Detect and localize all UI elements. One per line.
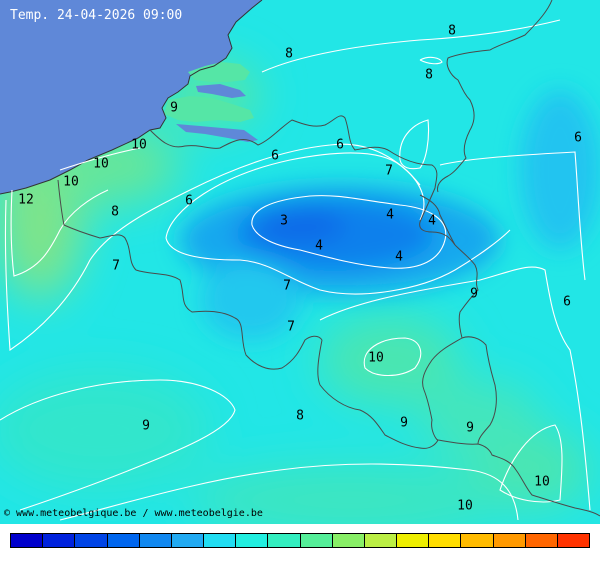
isotherm-label: 6 <box>185 194 193 209</box>
isotherm-label: 9 <box>170 101 178 116</box>
isotherm-labels: 8 8 8 9 10 10 10 12 8 6 6 6 7 3 4 4 4 4 … <box>18 24 582 514</box>
color-scale-segment <box>461 534 494 547</box>
color-scale-segment <box>493 534 526 547</box>
map-title: Temp. 24-04-2026 09:00 <box>10 8 183 23</box>
isotherm-label: 7 <box>385 164 393 179</box>
color-scale-segment <box>525 534 558 547</box>
color-scale-segment <box>204 534 237 547</box>
north-sea <box>0 0 262 194</box>
isotherm-label: 6 <box>336 138 344 153</box>
isotherm-label: 10 <box>131 138 147 153</box>
isotherm-label: 10 <box>534 475 550 490</box>
isotherm-label: 10 <box>368 351 384 366</box>
color-scale <box>10 533 590 548</box>
zeeland-estuary <box>196 84 246 98</box>
color-scale-segment <box>557 534 590 547</box>
isotherm-label: 8 <box>285 47 293 62</box>
country-borders <box>57 0 600 517</box>
isotherm-label: 4 <box>386 208 394 223</box>
map-credit: © www.meteobelgique.be / www.meteobelgie… <box>4 508 263 519</box>
isotherm-label: 9 <box>400 416 408 431</box>
isotherm-label: 7 <box>287 320 295 335</box>
isotherm-label: 10 <box>457 499 473 514</box>
color-scale-segment <box>171 534 205 547</box>
isotherm-label: 4 <box>428 214 436 229</box>
isotherm-label: 8 <box>296 409 304 424</box>
color-scale-segment <box>397 534 430 547</box>
temperature-map: 8 8 8 9 10 10 10 12 8 6 6 6 7 3 4 4 4 4 … <box>0 0 600 524</box>
isotherms <box>0 19 591 521</box>
isotherm-label: 8 <box>111 205 119 220</box>
isotherm-label: 8 <box>425 68 433 83</box>
color-scale-segment <box>268 534 301 547</box>
color-scale-segment <box>300 534 333 547</box>
map-canvas: 8 8 8 9 10 10 10 12 8 6 6 6 7 3 4 4 4 4 … <box>0 0 600 524</box>
isotherm-label: 4 <box>315 239 323 254</box>
color-scale-segment <box>139 534 172 547</box>
color-scale-segment <box>236 534 269 547</box>
color-scale-segment <box>364 534 398 547</box>
isotherm-label: 6 <box>563 295 571 310</box>
cold-zones <box>180 90 600 340</box>
color-scale-segment <box>332 534 365 547</box>
isotherm-label: 9 <box>142 419 150 434</box>
isotherm-label: 7 <box>112 259 120 274</box>
isotherm-label: 8 <box>448 24 456 39</box>
isotherm-label: 10 <box>93 157 109 172</box>
coastline <box>0 0 263 195</box>
scheldt-estuary <box>176 124 258 142</box>
color-scale-segment <box>107 534 140 547</box>
color-scale-segment <box>43 534 76 547</box>
isotherm-label: 6 <box>574 131 582 146</box>
isotherm-label: 10 <box>63 175 79 190</box>
isotherm-label: 9 <box>470 287 478 302</box>
isotherm-label: 7 <box>283 279 291 294</box>
isotherm-label: 3 <box>280 214 288 229</box>
zeeland-island-north <box>188 62 250 82</box>
isotherm-label: 9 <box>466 421 474 436</box>
color-scale-segment <box>11 534 44 547</box>
isotherm-label: 12 <box>18 193 34 208</box>
color-scale-segment <box>429 534 462 547</box>
isotherm-label: 4 <box>395 250 403 265</box>
zeeland-island-middle <box>164 96 254 122</box>
isotherm-label: 6 <box>271 149 279 164</box>
color-scale-segment <box>75 534 108 547</box>
